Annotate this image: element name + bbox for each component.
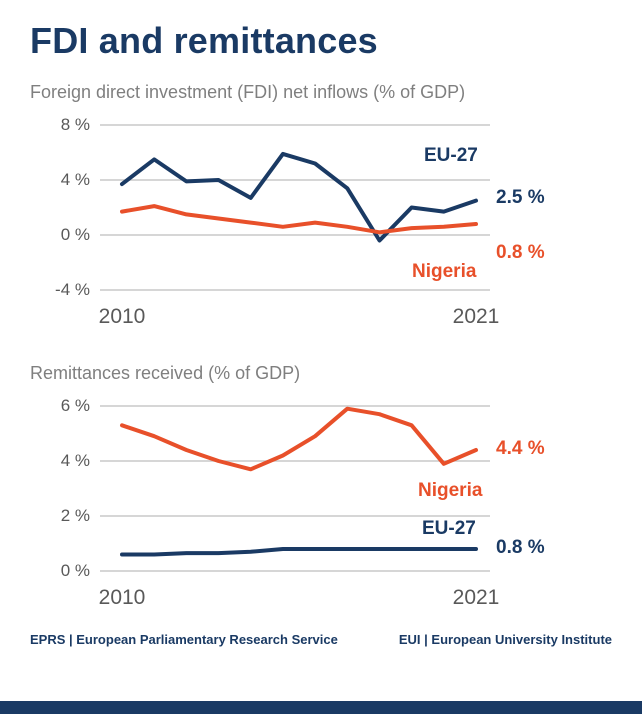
footer-eprs-credit: EPRS | European Parliamentary Research S… xyxy=(30,632,338,647)
fdi-chart-subtitle: Foreign direct investment (FDI) net infl… xyxy=(30,82,466,102)
remit-x-axis-label-end: 2021 xyxy=(452,586,500,609)
fdi-end-value-eu27: 2.5 % xyxy=(496,187,545,208)
remit-x-axis-label-start: 2010 xyxy=(98,586,146,609)
fdi-chart: 8 % 4 % 0 % -4 % EU-27 2.5 % 0.8 % Nigeria … xyxy=(30,115,612,341)
fdi-y-axis-labels: 8 % 4 % 0 % -4 % xyxy=(30,115,90,300)
y-axis-tick-label: 0 % xyxy=(60,225,90,244)
y-axis-tick-label: -4 % xyxy=(55,280,90,299)
remit-series-label-eu27: EU-27 xyxy=(422,518,476,539)
y-axis-tick-label: 4 % xyxy=(60,170,90,189)
y-axis-tick-label: 2 % xyxy=(60,506,90,525)
bottom-bar xyxy=(0,701,642,714)
fdi-x-axis-label-start: 2010 xyxy=(98,305,146,328)
remittances-chart-svg xyxy=(100,405,490,572)
fdi-end-value-nigeria: 0.8 % xyxy=(496,242,545,263)
fdi-series-label-nigeria: Nigeria xyxy=(412,261,477,282)
footer: EPRS | European Parliamentary Research S… xyxy=(30,632,612,647)
remittances-chart-subtitle: Remittances received (% of GDP) xyxy=(30,363,301,383)
remit-end-value-eu27: 0.8 % xyxy=(496,537,545,558)
fdi-x-axis-label-end: 2021 xyxy=(452,305,500,328)
remittances-y-axis-labels: 6 % 4 % 2 % 0 % xyxy=(30,396,90,581)
footer-eui-credit: EUI | European University Institute xyxy=(398,632,612,647)
remit-end-value-nigeria: 4.4 % xyxy=(496,438,545,459)
fdi-series-label-eu27: EU-27 xyxy=(424,145,478,166)
y-axis-tick-label: 6 % xyxy=(60,396,90,415)
remittances-chart: 6 % 4 % 2 % 0 % 4.4 % Nigeria EU-27 0.8 % 2… xyxy=(30,396,612,622)
y-axis-tick-label: 8 % xyxy=(60,115,90,134)
page-title: FDI and remittances xyxy=(30,20,378,61)
y-axis-tick-label: 0 % xyxy=(60,561,90,580)
fdi-chart-svg xyxy=(100,124,490,291)
page-container: FDI and remittances Foreign direct inves… xyxy=(30,20,612,647)
remit-series-label-nigeria: Nigeria xyxy=(418,480,483,501)
y-axis-tick-label: 4 % xyxy=(60,451,90,470)
